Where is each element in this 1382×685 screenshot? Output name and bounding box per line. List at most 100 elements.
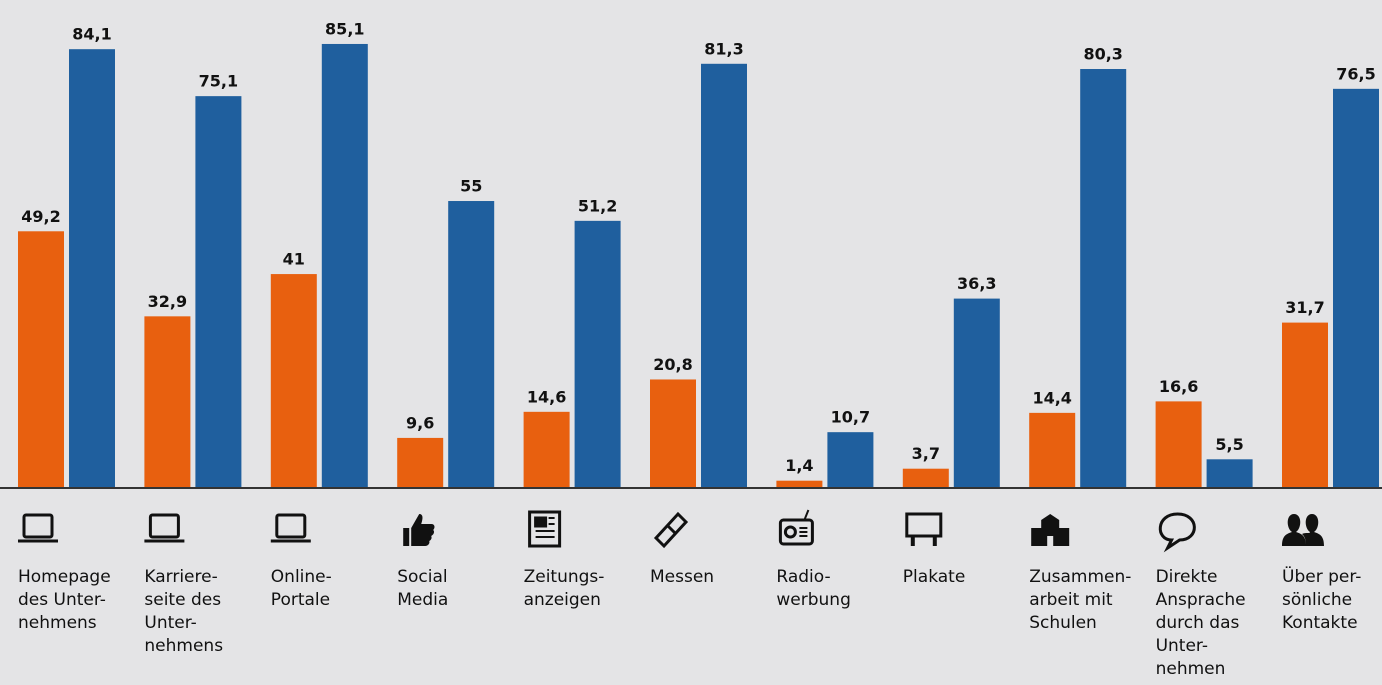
bar <box>827 432 874 488</box>
category-label: nehmens <box>18 613 97 633</box>
icon-part <box>669 527 677 535</box>
value-label: 14,4 <box>1032 388 1071 407</box>
icon-part <box>1031 514 1070 546</box>
category-label: Social <box>397 567 447 587</box>
category-icon <box>270 513 311 543</box>
icon-part <box>403 514 435 546</box>
bar <box>1282 322 1328 488</box>
bar <box>776 480 823 488</box>
icon-part <box>22 513 54 539</box>
category-label: Ansprache <box>1156 590 1246 610</box>
value-label: 81,3 <box>704 39 743 58</box>
category-label: Kontakte <box>1282 613 1358 633</box>
category-label: Unter- <box>144 613 196 633</box>
bar <box>1333 88 1379 488</box>
category-label: Radio- <box>776 567 830 587</box>
category-icon <box>144 513 185 543</box>
value-label: 36,3 <box>957 274 996 293</box>
bar <box>1155 401 1202 488</box>
category-icon <box>778 509 814 546</box>
bar <box>650 379 696 488</box>
value-label: 55 <box>460 177 482 196</box>
category-label: Karriere- <box>144 567 217 587</box>
value-label: 80,3 <box>1083 45 1122 64</box>
value-label: 16,6 <box>1159 377 1198 396</box>
category-label: nehmens <box>144 636 223 656</box>
value-label: 3,7 <box>912 444 940 463</box>
category-label: sönliche <box>1282 590 1352 610</box>
icon-part <box>799 509 810 537</box>
bar <box>321 43 368 489</box>
bar <box>270 274 317 488</box>
icon-part <box>534 516 548 528</box>
value-label: 20,8 <box>653 355 692 374</box>
bar <box>69 49 115 489</box>
bar <box>953 298 1000 488</box>
icon-part <box>910 536 937 546</box>
bar <box>1080 69 1127 488</box>
value-label: 1,4 <box>785 456 813 475</box>
icon-part <box>275 513 307 539</box>
bar <box>397 437 444 488</box>
icon-part <box>1158 512 1196 553</box>
bar <box>701 63 747 488</box>
category-label: seite des <box>144 590 221 610</box>
value-label: 9,6 <box>406 413 434 432</box>
category-icon <box>1158 512 1196 553</box>
category-icon <box>905 512 943 546</box>
category-label: durch das <box>1156 613 1240 633</box>
icon-part <box>778 518 814 546</box>
category-label: Plakate <box>903 567 965 587</box>
category-icon <box>653 511 689 549</box>
value-label: 5,5 <box>1215 435 1243 454</box>
value-label: 10,7 <box>831 408 870 427</box>
category-icon <box>1282 514 1324 546</box>
value-label: 32,9 <box>148 292 187 311</box>
bar <box>1206 459 1253 488</box>
bar <box>574 220 621 488</box>
category-label: Zusammen- <box>1029 567 1131 587</box>
bar <box>195 96 242 488</box>
value-label: 41 <box>283 250 305 269</box>
bar <box>448 201 495 488</box>
category-label: werbung <box>776 590 850 610</box>
bar <box>18 231 64 488</box>
icon-part <box>1047 536 1054 546</box>
category-label: Media <box>397 590 448 610</box>
category-label: Direkte <box>1156 567 1218 587</box>
icon-part <box>905 512 943 538</box>
category-label: arbeit mit <box>1029 590 1113 610</box>
icon-part <box>653 511 689 549</box>
category-icon <box>403 514 435 546</box>
category-label: nehmen <box>1156 659 1226 679</box>
category-label: Online- <box>271 567 332 587</box>
bar <box>523 411 570 488</box>
category-icon <box>1031 514 1070 546</box>
icon-part <box>528 510 562 548</box>
category-icon <box>528 510 562 548</box>
category-label: Über per- <box>1282 565 1361 587</box>
category-label: Messen <box>650 567 714 587</box>
category-label: Portale <box>271 590 330 610</box>
bar <box>1029 412 1076 488</box>
icon-part <box>783 525 797 539</box>
value-label: 49,2 <box>21 207 60 226</box>
value-label: 51,2 <box>578 196 617 215</box>
value-label: 76,5 <box>1336 64 1375 83</box>
icon-part <box>148 513 180 539</box>
bar <box>144 316 191 488</box>
bar <box>902 468 949 488</box>
icon-part <box>1282 514 1324 546</box>
category-label: anzeigen <box>524 590 601 610</box>
value-label: 75,1 <box>199 72 238 91</box>
value-label: 14,6 <box>527 387 566 406</box>
value-label: 31,7 <box>1285 298 1324 317</box>
icon-part <box>535 517 555 538</box>
value-label: 84,1 <box>72 25 111 44</box>
category-label: Schulen <box>1029 613 1097 633</box>
value-label: 85,1 <box>325 19 364 38</box>
category-label: des Unter- <box>18 590 106 610</box>
category-label: Unter- <box>1156 636 1208 656</box>
